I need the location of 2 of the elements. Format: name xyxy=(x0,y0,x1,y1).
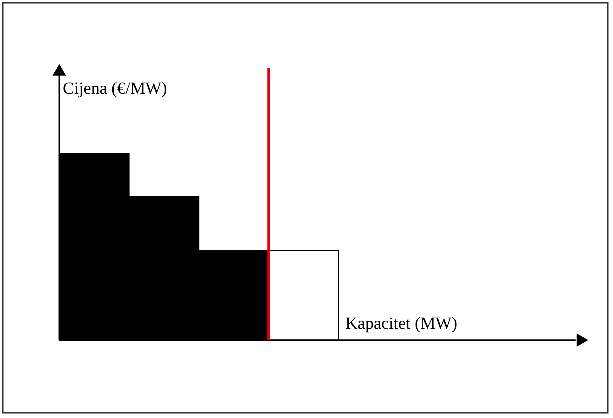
x-axis-title: Kapacitet (MW) xyxy=(346,314,458,333)
y-axis-title: Cijena (€/MW) xyxy=(63,79,168,98)
